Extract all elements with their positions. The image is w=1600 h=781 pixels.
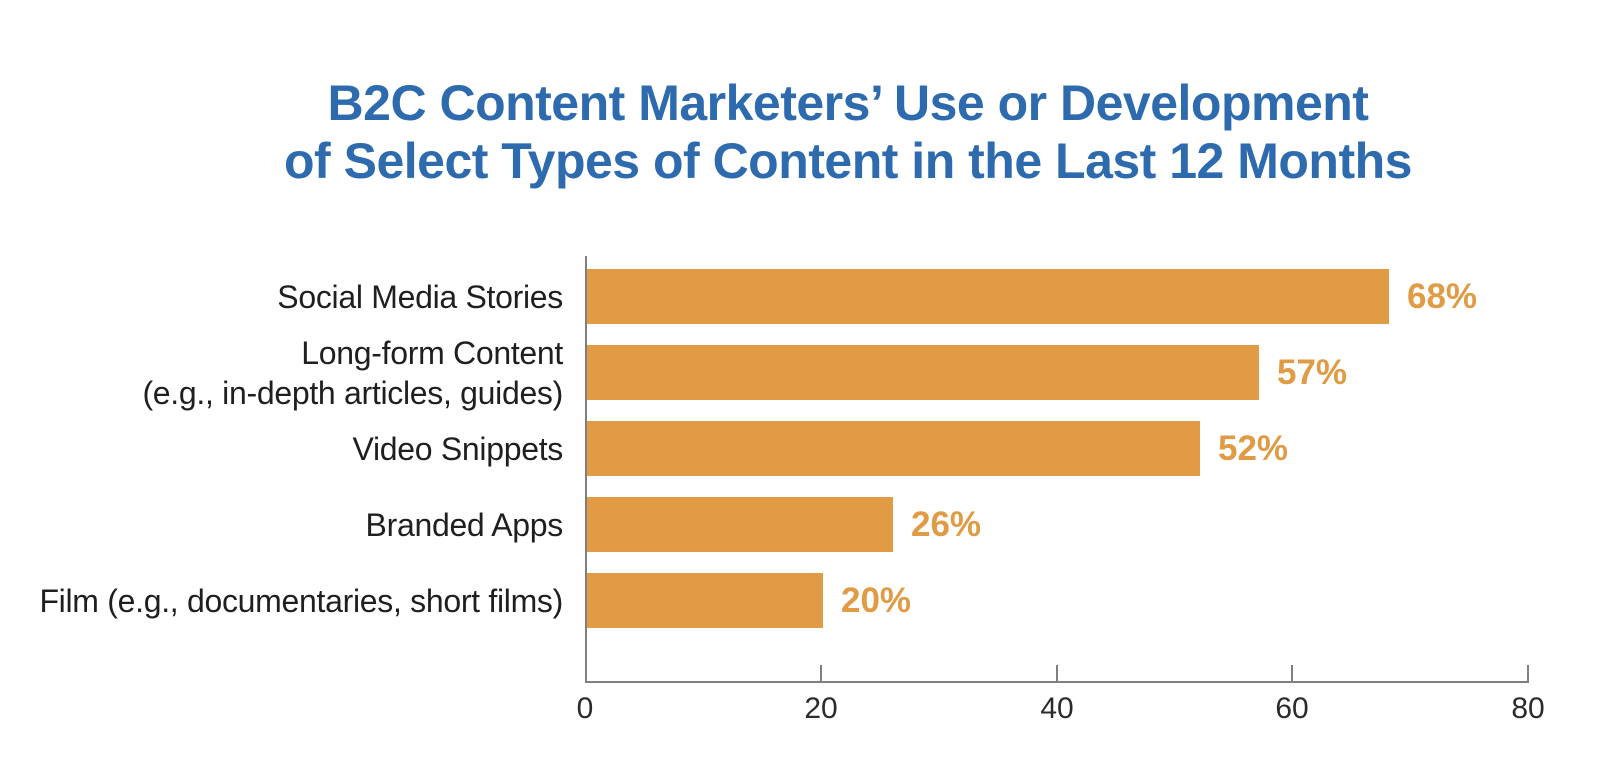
bar (587, 421, 1200, 476)
tick-label: 0 (576, 692, 594, 725)
bar (587, 269, 1389, 324)
category-label: Long-form Content (e.g., in-depth articl… (142, 334, 563, 411)
tick-label: 80 (1511, 692, 1545, 725)
value-label: 26% (911, 504, 982, 544)
tick-label: 40 (1040, 692, 1074, 725)
value-label: 57% (1277, 352, 1348, 392)
tick-label: 60 (1275, 692, 1309, 725)
value-label: 20% (841, 580, 912, 620)
y-axis-line (585, 256, 587, 683)
bar (587, 497, 893, 552)
chart-title: B2C Content Marketers’ Use or Developmen… (284, 75, 1412, 189)
bar (587, 345, 1259, 400)
tick-mark (1527, 665, 1529, 682)
tick-mark (1056, 665, 1058, 682)
category-label: Video Snippets (352, 430, 564, 467)
category-label: Branded Apps (365, 506, 564, 543)
bar (587, 573, 823, 628)
x-axis-line (585, 681, 1529, 683)
tick-label: 20 (804, 692, 838, 725)
tick-mark (820, 665, 822, 682)
category-label: Film (e.g., documentaries, short films) (39, 582, 563, 619)
value-label: 52% (1218, 428, 1289, 468)
value-label: 68% (1407, 276, 1478, 316)
category-label: Social Media Stories (277, 278, 563, 315)
tick-mark (1291, 665, 1293, 682)
